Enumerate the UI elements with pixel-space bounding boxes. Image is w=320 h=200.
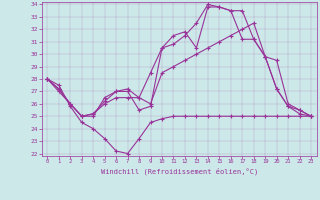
X-axis label: Windchill (Refroidissement éolien,°C): Windchill (Refroidissement éolien,°C) [100,167,258,175]
